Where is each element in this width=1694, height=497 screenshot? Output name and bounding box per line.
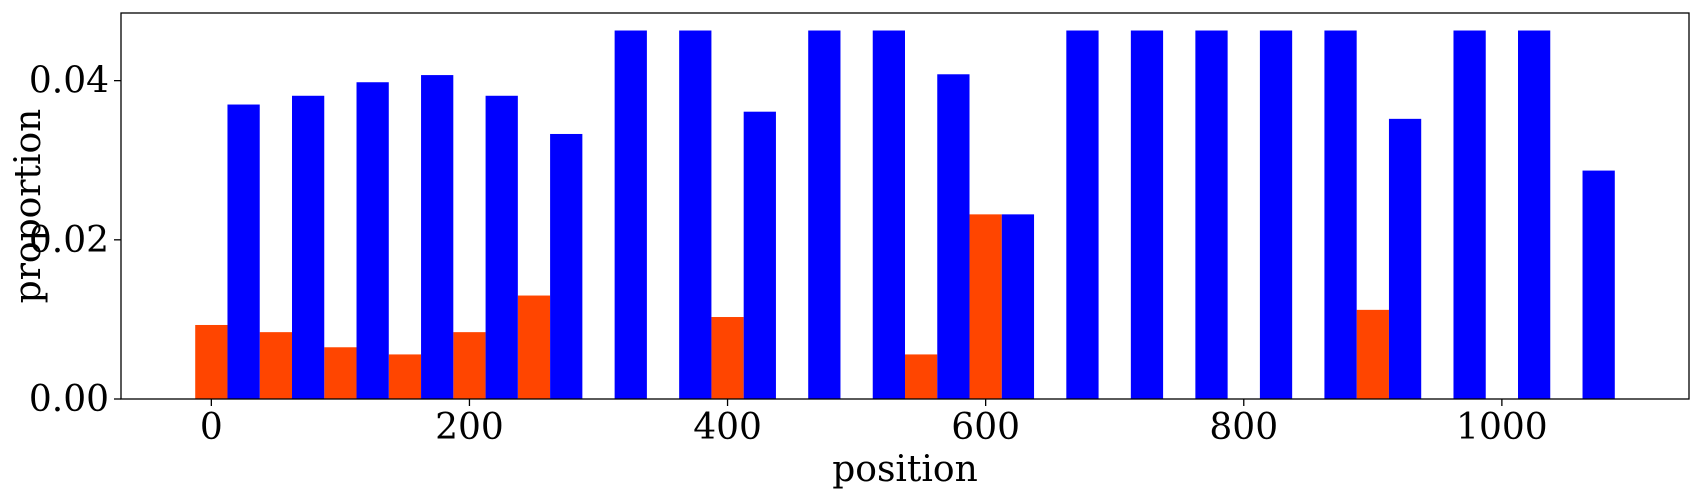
bar-series1-8 <box>969 214 1002 399</box>
bar-series2-12 <box>1001 214 1035 399</box>
bar-series2-11 <box>937 74 970 399</box>
bar-series2-4 <box>485 95 518 400</box>
y-axis-ticks: 0.00 0.02 0.04 <box>29 61 121 420</box>
x-tick-label: 800 <box>1209 407 1278 448</box>
bar-series2-5 <box>550 133 583 399</box>
bar-series1-0 <box>195 324 228 399</box>
x-tick-label: 1000 <box>1456 407 1548 448</box>
bar-series2-19 <box>1453 30 1486 399</box>
bar-series2-6 <box>614 30 647 399</box>
bar-series2-20 <box>1518 30 1551 399</box>
bar-series1-3 <box>388 354 422 399</box>
bar-series2-0 <box>227 104 260 399</box>
bar-series2-17 <box>1324 30 1357 399</box>
x-tick-label: 200 <box>435 407 504 448</box>
bar-series1-4 <box>453 332 486 399</box>
y-tick-label: 0.04 <box>29 61 109 102</box>
bar-series2-13 <box>1066 30 1099 399</box>
bar-series2-21 <box>1582 170 1615 399</box>
x-tick-label: 0 <box>200 407 223 448</box>
x-tick-label: 600 <box>951 407 1020 448</box>
bar-series2-3 <box>421 75 454 399</box>
bar-series2-10 <box>872 30 905 399</box>
bar-series2-1 <box>292 95 325 400</box>
y-axis-label: proportion <box>8 109 49 304</box>
bar-series2-15 <box>1195 30 1228 399</box>
bar-series2-9 <box>808 30 841 399</box>
bar-series1-7 <box>905 354 938 399</box>
bar-series1-9 <box>1356 309 1389 399</box>
y-tick-label: 0.02 <box>29 220 109 261</box>
bar-series2-16 <box>1259 30 1293 399</box>
x-axis-ticks: 0 200 400 600 800 1000 <box>200 399 1548 448</box>
bar-series1-1 <box>259 332 292 399</box>
y-tick-label: 0.00 <box>29 379 109 420</box>
bar-series2-14 <box>1130 30 1164 399</box>
x-tick-label: 400 <box>693 407 762 448</box>
bar-series1-5 <box>517 295 551 399</box>
bar-series1-6 <box>711 317 744 399</box>
plot-frame <box>120 12 1690 400</box>
bar-series1-2 <box>324 347 357 399</box>
bar-series2-7 <box>679 30 712 399</box>
x-axis-label: position <box>832 449 978 490</box>
bars-layer <box>195 30 1615 400</box>
bar-series2-2 <box>356 82 389 400</box>
bar-series2-8 <box>743 111 776 399</box>
bar-series2-18 <box>1388 118 1422 399</box>
